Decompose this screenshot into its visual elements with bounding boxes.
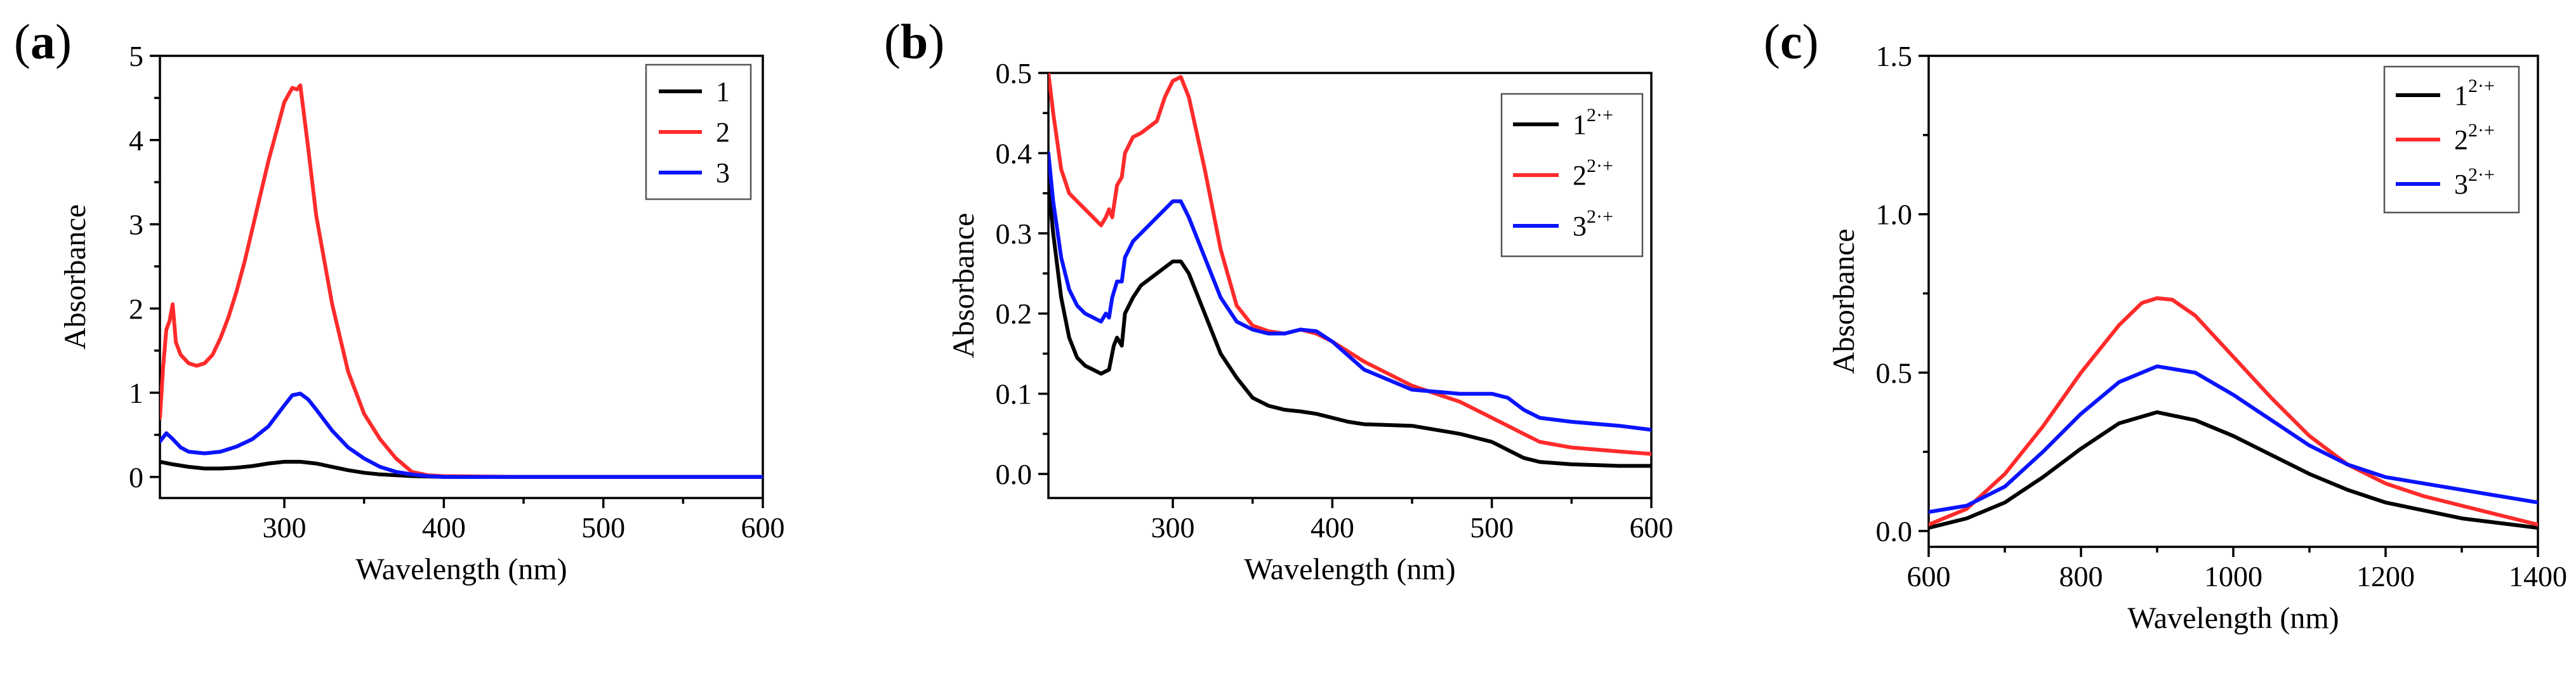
y-tick-label: 0.3: [996, 218, 1033, 250]
y-tick-label: 4: [129, 124, 143, 157]
x-tick-label: 400: [1311, 511, 1354, 544]
series-line-1: [1929, 410, 2538, 530]
y-tick-label: 5: [129, 40, 143, 72]
x-tick-label: 1400: [2509, 560, 2567, 593]
y-axis-label: Absorbance: [1827, 228, 1861, 374]
series-line-1: [1048, 183, 1651, 468]
panel-label: (a): [14, 14, 72, 69]
legend: 12·+22·+32·+: [2383, 65, 2520, 214]
y-tick-label: 0.0: [996, 458, 1033, 490]
panel-label: (b): [884, 14, 944, 69]
legend-entry: 3: [716, 157, 730, 188]
y-tick-label: 0.5: [996, 57, 1033, 89]
y-tick-label: 0.1: [996, 378, 1033, 410]
x-tick-label: 500: [1470, 511, 1514, 544]
legend: 12·+22·+32·+: [1500, 93, 1644, 258]
plot-frame: [159, 55, 764, 499]
y-axis-label: Absorbance: [947, 213, 981, 358]
y-tick-label: 2: [129, 292, 143, 325]
y-tick-label: 1.5: [1876, 40, 1913, 72]
y-tick-label: 0.4: [996, 137, 1033, 169]
x-tick-label: 400: [422, 511, 466, 544]
x-tick-label: 500: [581, 511, 625, 544]
legend-entry: 1: [716, 76, 730, 107]
chart-panel-2: (b) 300 400 500 600 0.0 0.1 0.2 0.3 0.4 0.5 Wavelen…: [884, 14, 1674, 586]
x-axis-label: Wavelength (nm): [1244, 553, 1455, 586]
legend: 1 2 3: [645, 63, 752, 200]
y-tick-label: 0.2: [996, 298, 1033, 330]
y-tick-label: 0: [129, 461, 143, 494]
x-tick-label: 600: [1630, 511, 1674, 544]
x-tick-label: 300: [1151, 511, 1195, 544]
y-tick-label: 0.5: [1876, 357, 1913, 389]
y-axis-label: Absorbance: [58, 204, 92, 350]
x-tick-label: 1200: [2356, 560, 2415, 593]
x-tick-label: 300: [263, 511, 307, 544]
series-line-3: [160, 391, 763, 479]
x-tick-label: 800: [2059, 560, 2103, 593]
y-tick-label: 1.0: [1876, 199, 1913, 231]
x-tick-label: 1000: [2204, 560, 2262, 593]
legend-entry: 2: [716, 117, 730, 148]
panel-label: (c): [1764, 14, 1819, 69]
x-axis-label: Wavelength (nm): [355, 553, 567, 586]
series-line-2: [160, 83, 763, 479]
series-line-3: [1929, 364, 2538, 514]
plot-frame: [1047, 72, 1653, 499]
x-axis-label: Wavelength (nm): [2127, 601, 2339, 635]
y-tick-label: 1: [129, 377, 143, 409]
series-line-3: [1048, 151, 1651, 432]
series-line-2: [1929, 296, 2538, 527]
y-tick-label: 0.0: [1876, 515, 1913, 547]
x-tick-label: 600: [741, 511, 785, 544]
chart-panel-3: (c) 600 800 1000 1200 1400 0.0 0.5 1.0 1.5 Wavelen…: [1764, 14, 2567, 635]
chart-panel-1: (a) 300 400 500 600 0 1 2 3 4 5 Wavelength (nm) Abso…: [14, 14, 785, 586]
y-tick-label: 3: [129, 209, 143, 241]
x-tick-label: 600: [1907, 560, 1951, 593]
series-line-2: [1048, 73, 1651, 456]
